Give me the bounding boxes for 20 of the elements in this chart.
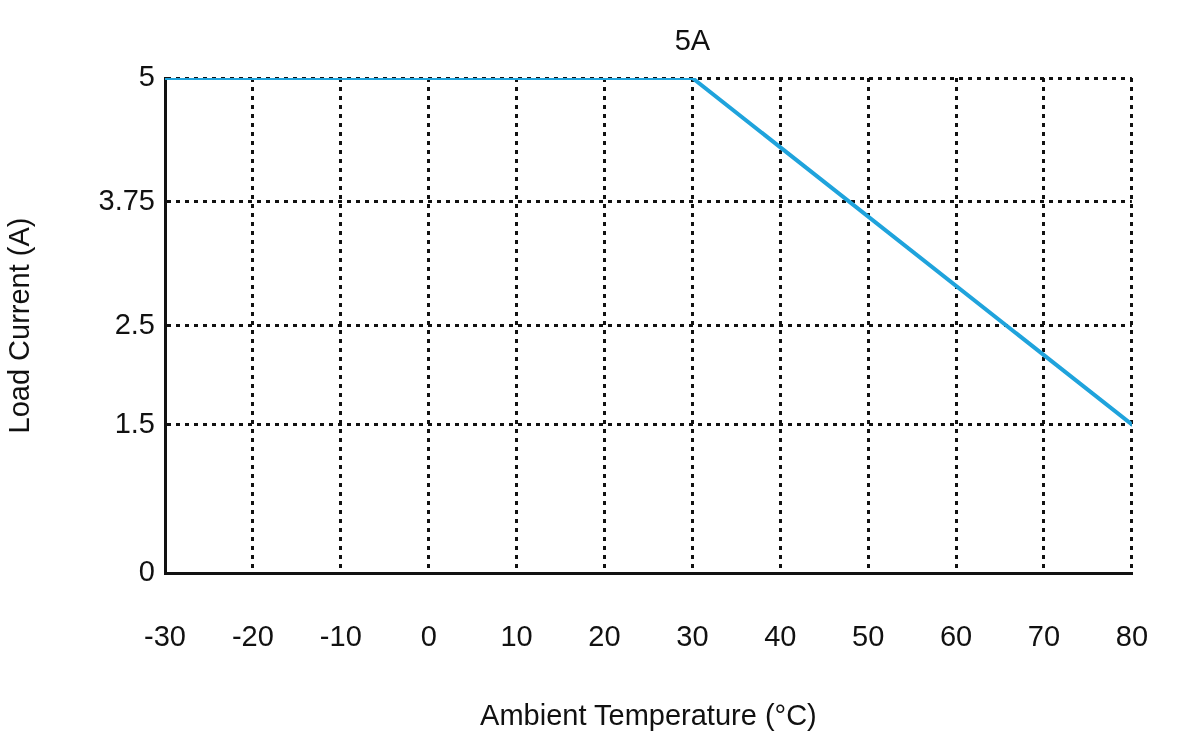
y-tick-label: 2.5: [114, 307, 155, 340]
x-tick-label: -30: [144, 620, 186, 653]
x-tick-label: 80: [1115, 620, 1148, 653]
x-tick-label: 0: [420, 620, 437, 653]
y-tick-label: 0: [138, 555, 155, 587]
x-tick-label: 50: [852, 620, 885, 653]
x-tick-label: -20: [231, 620, 274, 653]
x-tick-label: 60: [939, 620, 973, 653]
x-tick-label: 10: [500, 620, 533, 653]
y-axis-title: Load Current (A): [3, 217, 36, 434]
x-tick-label: 20: [588, 620, 621, 653]
x-tick-label: 40: [764, 620, 797, 653]
y-tick-label: 5: [138, 60, 155, 92]
x-axis-title: Ambient Temperature (°C): [480, 698, 817, 731]
x-tick-label: 30: [676, 620, 709, 653]
y-tick-label: 3.75: [98, 183, 155, 216]
x-tick-label: -10: [319, 620, 362, 653]
x-tick-label: 70: [1027, 620, 1061, 653]
y-tick-label: 1.5: [114, 406, 155, 439]
annotation: 5A: [674, 23, 711, 56]
